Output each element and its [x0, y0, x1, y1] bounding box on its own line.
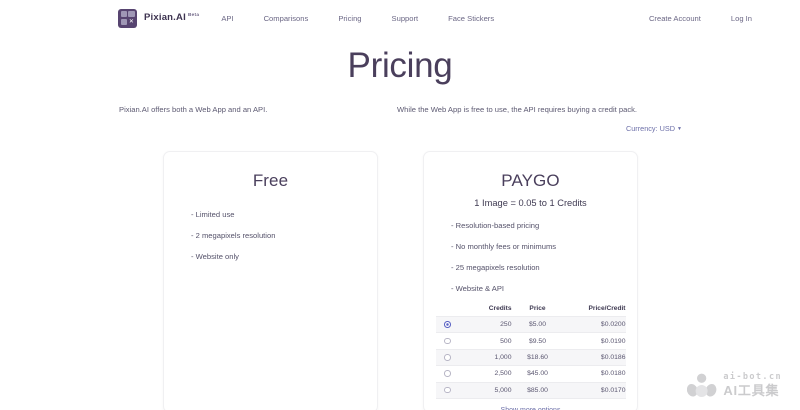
account-nav: Create Account Log In [649, 0, 800, 36]
table-row[interactable]: 1,000 $18.60 $0.0186 [435, 348, 626, 366]
logo-cell-2 [128, 11, 135, 18]
cell-credits: 1,000 [459, 348, 512, 366]
column-header-select [436, 305, 460, 317]
logo-cell-3 [120, 18, 127, 25]
cell-price-per-credit: $0.0186 [563, 348, 626, 366]
row-radio-cell[interactable] [435, 365, 460, 383]
free-plan-card: Free - Limited use - 2 megapixels resolu… [163, 151, 378, 410]
brand-beta-badge: Beta [187, 12, 200, 18]
list-item: - 25 megapixels resolution [451, 263, 540, 272]
credit-pack-table-head: Credits Price Price/Credit [436, 305, 626, 317]
free-plan-features: - Limited use - 2 megapixels resolution … [164, 210, 377, 261]
cell-price: $85.00 [511, 381, 564, 400]
logo-cell-x-icon [128, 18, 135, 25]
column-header-price: Price [529, 305, 546, 312]
credit-pack-table-body: 250 $5.00 $0.0200 500 $9.50 $0.0190 1,00… [435, 315, 626, 400]
cell-price-per-credit: $0.0190 [563, 332, 626, 350]
cell-credits: 5,000 [459, 381, 512, 400]
paygo-plan-subtitle: 1 Image = 0.05 to 1 Credits [474, 198, 587, 208]
nav-item-face-stickers[interactable]: Face Stickers [448, 13, 495, 23]
list-item: - Website & API [451, 284, 505, 293]
cell-price: $9.50 [511, 332, 564, 350]
table-row[interactable]: 500 $9.50 $0.0190 [435, 332, 626, 350]
brand-name-text: Pixian.AI [144, 12, 186, 24]
radio-button-5000[interactable] [444, 386, 451, 394]
table-row[interactable]: 2,500 $45.00 $0.0180 [435, 365, 626, 383]
nav-item-support[interactable]: Support [391, 13, 419, 23]
free-plan-title: Free [252, 171, 289, 190]
cell-credits: 2,500 [459, 365, 512, 383]
create-account-link[interactable]: Create Account [648, 13, 701, 23]
cell-credits: 250 [459, 315, 512, 333]
watermark: ai-bot.cn AI工具集 [687, 372, 782, 398]
watermark-name: AI工具集 [723, 382, 780, 398]
intro-text-right: While the Web App is free to use, the AP… [397, 105, 638, 114]
list-item: - Website only [191, 252, 239, 261]
cell-price-per-credit: $0.0200 [563, 315, 626, 333]
list-item: - No monthly fees or minimums [451, 242, 557, 251]
paygo-plan-features: - Resolution-based pricing - No monthly … [424, 221, 637, 293]
nav-item-api[interactable]: API [221, 13, 234, 23]
row-radio-cell[interactable] [435, 381, 460, 400]
list-item: - 2 megapixels resolution [191, 231, 276, 240]
primary-nav: API Comparisons Pricing Support Face Sti… [221, 14, 524, 23]
ai-bot-logo-icon [687, 373, 717, 397]
list-item: - Limited use [191, 210, 235, 219]
cell-price: $45.00 [511, 365, 564, 383]
table-row[interactable]: 250 $5.00 $0.0200 [435, 315, 626, 333]
nav-item-pricing[interactable]: Pricing [338, 13, 362, 23]
paygo-plan-card: PAYGO 1 Image = 0.05 to 1 Credits - Reso… [423, 151, 638, 410]
show-more-options-link[interactable]: Show more options [424, 407, 637, 410]
currency-label: Currency: USD [625, 124, 676, 133]
column-header-price-per-credit: Price/Credit [588, 305, 626, 312]
pixian-logo-icon [118, 8, 137, 28]
intro-text-left: Pixian.AI offers both a Web App and an A… [119, 105, 268, 114]
radio-button-2500[interactable] [444, 370, 451, 377]
radio-button-250[interactable] [444, 321, 451, 328]
cell-price: $18.60 [511, 348, 564, 366]
chevron-down-icon: ▼ [677, 126, 682, 132]
credit-pack-table: Credits Price Price/Credit 250 $5.00 $0.… [435, 305, 626, 400]
brand-name: Pixian.AI Beta [144, 12, 199, 23]
list-item: - Resolution-based pricing [451, 221, 540, 230]
table-row[interactable]: 5,000 $85.00 $0.0170 [435, 381, 626, 400]
cell-credits: 500 [459, 332, 512, 350]
nav-item-comparisons[interactable]: Comparisons [263, 13, 309, 23]
cell-price: $5.00 [511, 315, 564, 333]
log-in-link[interactable]: Log In [730, 13, 752, 23]
row-radio-cell[interactable] [435, 315, 460, 333]
cell-price-per-credit: $0.0170 [563, 381, 626, 400]
table-header-row: Credits Price Price/Credit [436, 305, 626, 317]
radio-button-1000[interactable] [444, 354, 451, 361]
watermark-domain: ai-bot.cn [723, 372, 782, 383]
row-radio-cell[interactable] [435, 332, 460, 350]
column-header-credits: Credits [488, 305, 512, 312]
logo-cell-1 [120, 11, 127, 18]
currency-selector[interactable]: Currency: USD ▼ [626, 124, 682, 133]
watermark-text: ai-bot.cn AI工具集 [723, 373, 782, 397]
paygo-plan-title: PAYGO [501, 171, 560, 190]
radio-button-500[interactable] [444, 337, 451, 345]
row-radio-cell[interactable] [435, 348, 460, 366]
page-title: Pricing [347, 46, 453, 85]
cell-price-per-credit: $0.0180 [563, 365, 626, 383]
